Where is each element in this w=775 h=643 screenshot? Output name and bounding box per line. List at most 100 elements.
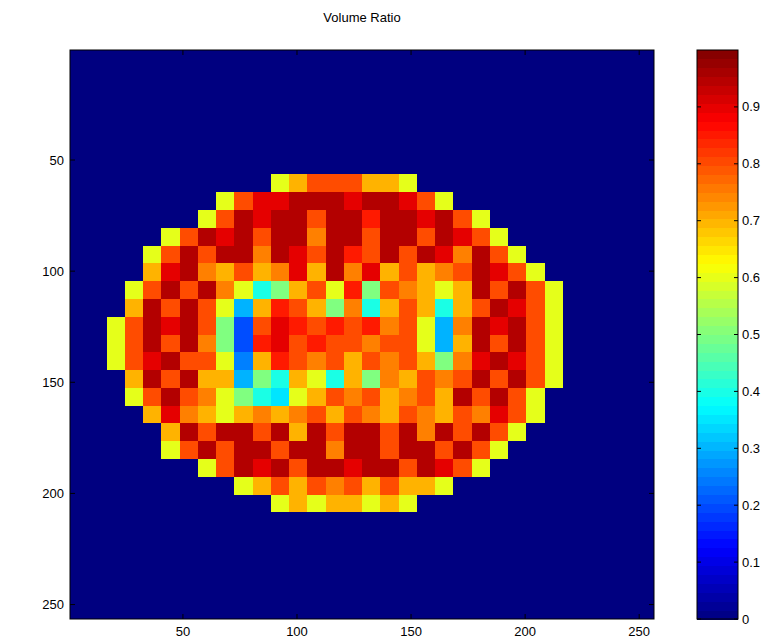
heatmap-cell — [143, 459, 162, 477]
heatmap-cell — [125, 423, 144, 441]
heatmap-cell — [216, 68, 235, 86]
heatmap-cell — [198, 335, 217, 353]
heatmap-cell — [490, 406, 509, 424]
heatmap-cell — [198, 406, 217, 424]
heatmap-cell — [307, 335, 326, 353]
heatmap-cell — [307, 459, 326, 477]
heatmap-cell — [125, 583, 144, 601]
colorbar-swatch — [697, 174, 738, 183]
heatmap-cell — [417, 246, 436, 264]
heatmap-cell — [125, 352, 144, 370]
heatmap-cell — [307, 477, 326, 495]
heatmap-cell — [88, 512, 107, 530]
heatmap-cell — [216, 495, 235, 513]
heatmap-cell — [289, 352, 308, 370]
heatmap-cell — [234, 299, 253, 317]
heatmap-cell — [545, 317, 564, 335]
heatmap-cell — [636, 441, 654, 459]
heatmap-cell — [198, 477, 217, 495]
heatmap-cell — [161, 512, 180, 530]
heatmap-cell — [271, 370, 290, 388]
heatmap-cell — [344, 50, 363, 68]
heatmap-cell — [161, 103, 180, 121]
heatmap-cell — [472, 157, 491, 175]
heatmap-cell — [380, 388, 399, 406]
heatmap-cell — [453, 228, 472, 246]
heatmap-cell — [216, 477, 235, 495]
y-tick — [70, 271, 75, 272]
heatmap-cell — [253, 530, 272, 548]
heatmap-cell — [599, 210, 618, 228]
heatmap-cell — [490, 548, 509, 566]
heatmap-cell — [271, 86, 290, 104]
heatmap-cell — [289, 174, 308, 192]
heatmap-cell — [581, 548, 600, 566]
heatmap-cell — [234, 477, 253, 495]
heatmap-cell — [161, 583, 180, 601]
heatmap-cell — [636, 157, 654, 175]
heatmap-cell — [526, 423, 545, 441]
heatmap-cell — [180, 583, 199, 601]
heatmap-cell — [472, 423, 491, 441]
heatmap-cell — [198, 388, 217, 406]
heatmap-cell — [545, 352, 564, 370]
heatmap-cell — [362, 157, 381, 175]
heatmap-cell — [180, 139, 199, 157]
heatmap-cell — [417, 459, 436, 477]
heatmap-cell — [289, 263, 308, 281]
heatmap-cell — [362, 68, 381, 86]
heatmap-cell — [380, 246, 399, 264]
colorbar-tick-label: 0.6 — [742, 270, 760, 285]
x-tick — [182, 614, 183, 619]
colorbar-swatch — [697, 486, 738, 495]
heatmap-cell — [399, 50, 418, 68]
heatmap-cell — [581, 512, 600, 530]
heatmap-cell — [417, 50, 436, 68]
heatmap-cell — [636, 103, 654, 121]
heatmap-cell — [526, 50, 545, 68]
heatmap-cell — [253, 406, 272, 424]
heatmap-cell — [508, 174, 527, 192]
heatmap-cell — [88, 406, 107, 424]
heatmap-cell — [107, 281, 126, 299]
heatmap-cell — [161, 50, 180, 68]
colorbar-tick — [734, 106, 738, 107]
heatmap-cell — [344, 121, 363, 139]
heatmap-cell — [198, 228, 217, 246]
heatmap-cell — [180, 495, 199, 513]
colorbar-swatch — [697, 388, 738, 397]
x-tick — [525, 614, 526, 619]
heatmap-cell — [599, 370, 618, 388]
heatmap-cell — [435, 477, 454, 495]
heatmap-cell — [143, 86, 162, 104]
colorbar-swatch — [697, 86, 738, 95]
heatmap-cell — [344, 192, 363, 210]
heatmap-cell — [326, 86, 345, 104]
heatmap-cell — [234, 566, 253, 584]
heatmap-cell — [581, 566, 600, 584]
colorbar-swatch — [697, 201, 738, 210]
heatmap-cell — [399, 121, 418, 139]
heatmap-cell — [563, 121, 582, 139]
heatmap-cell — [289, 548, 308, 566]
heatmap-cell — [472, 548, 491, 566]
heatmap-cell — [180, 68, 199, 86]
heatmap-cell — [70, 477, 89, 495]
heatmap-cell — [581, 228, 600, 246]
heatmap-cell — [545, 281, 564, 299]
heatmap-cell — [198, 210, 217, 228]
heatmap-cell — [344, 174, 363, 192]
heatmap-cell — [289, 495, 308, 513]
colorbar-swatch — [697, 343, 738, 352]
heatmap-cell — [70, 352, 89, 370]
heatmap-cell — [198, 512, 217, 530]
heatmap-cell — [490, 441, 509, 459]
heatmap-cell — [271, 601, 290, 619]
heatmap-cell — [125, 388, 144, 406]
heatmap-cell — [599, 335, 618, 353]
heatmap-cell — [326, 263, 345, 281]
heatmap-cell — [326, 228, 345, 246]
heatmap-cell — [581, 263, 600, 281]
heatmap-cell — [234, 370, 253, 388]
heatmap-cell — [161, 263, 180, 281]
